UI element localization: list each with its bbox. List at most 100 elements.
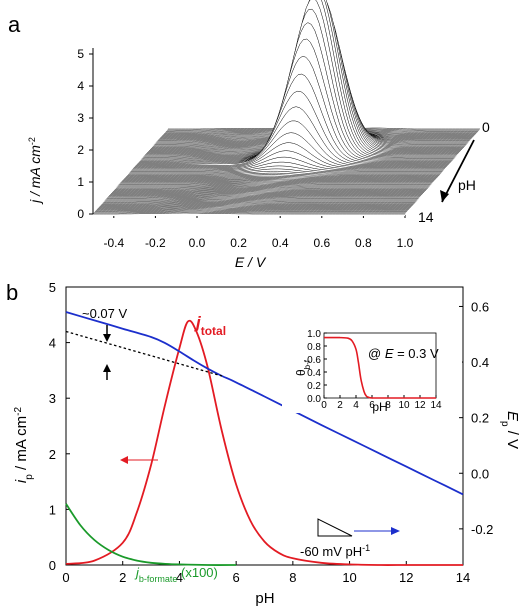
panel-a-curve [94, 210, 407, 213]
inset-x-tick-label: 12 [414, 400, 426, 411]
panel-b-yl-tick-label: 0 [49, 558, 56, 573]
inset-xlabel: pH [372, 400, 387, 414]
panel-b-yr-tick-label: 0.6 [471, 299, 489, 314]
panel-a-waterfall: 0 1 2 3 4 5 -0.4 -0.2 0.0 0.2 0.4 0.6 0.8 1.0 [77, 0, 480, 250]
ylabel-left-sub: p [24, 474, 35, 480]
panel-a-curve [130, 165, 442, 173]
panel-a-curve [136, 106, 449, 165]
panel-b-x-tick-label: 6 [233, 570, 240, 585]
panel-a-curve [100, 204, 413, 206]
red-axis-arrowhead [120, 456, 128, 464]
panel-a-z-start: 0 [482, 119, 490, 135]
panel-a-curve [118, 183, 431, 186]
panel-a-curve [139, 56, 452, 162]
panel-a-curve [95, 209, 408, 212]
panel-a-x-tick-label: 0.2 [230, 236, 247, 250]
panel-a-curve [126, 174, 439, 177]
panel-a-curve [124, 177, 437, 179]
panel-a-curve [129, 168, 442, 174]
panel-a-ylabel-sup: -2 [27, 137, 37, 145]
panel-a-ylabel: j / mA cm-2 [27, 137, 43, 205]
panel-a-ph-arrow [441, 139, 475, 203]
series-line-3 [65, 330, 223, 377]
panel-a-curve [131, 161, 443, 172]
panel-a-curve [98, 206, 411, 208]
panel-a-y-tick-label: 1 [77, 175, 84, 189]
inset-condition: @ E = 0.3 V [368, 346, 439, 361]
panel-a-curve [111, 192, 423, 194]
ylabel-left-sup: -2 [13, 406, 24, 415]
blue-axis-arrowhead [391, 527, 400, 535]
panel-a-x-tick-label: -0.2 [145, 236, 166, 250]
panel-b-ylabel-left: ip / mA cm-2 [13, 406, 35, 483]
ylabel-right-rest: / V [504, 427, 521, 450]
panel-a-curve [105, 198, 418, 201]
inset-x-tick-label: 8 [385, 400, 391, 411]
panel-a-curve [120, 181, 433, 184]
panel-b-yl-tick-label: 1 [49, 502, 56, 517]
panel-a-label: a [8, 12, 21, 37]
panel-b-x-tick-label: 2 [119, 570, 126, 585]
panel-a-curve [113, 189, 426, 191]
slope-label: -60 mV pH [300, 544, 362, 559]
inset-condition-prefix: @ [368, 346, 385, 361]
panel-b-label: b [6, 280, 18, 305]
panel-a-curve [137, 90, 450, 164]
panel-a-curve [115, 186, 428, 189]
inset-x-tick-label: 6 [369, 400, 375, 411]
panel-a-curve [96, 208, 409, 210]
inset-y-tick-label: 0.4 [307, 368, 321, 379]
panel-b-x-tick-label: 4 [176, 570, 183, 585]
jtotal-label-sub: total [201, 324, 226, 338]
panel-a-y-tick-label: 4 [77, 79, 84, 93]
panel-a-curve [119, 182, 432, 185]
ylabel-left-rest: / mA cm [13, 416, 30, 474]
panel-b-frame [65, 286, 464, 566]
panel-a-curve [138, 73, 451, 163]
panel-a-curve [93, 212, 405, 215]
panel-a-curve [104, 199, 417, 202]
jtotal-label-main: j [194, 313, 202, 332]
inset-y-tick-label: 0.6 [307, 355, 321, 366]
panel-a-curve [109, 194, 422, 196]
panel-a-curve [116, 185, 429, 188]
panel-a-zlabel: pH [458, 177, 476, 193]
panel-b-yr-tick-label: 0.4 [471, 355, 489, 370]
panel-a-curve [103, 200, 416, 203]
ylabel-left-main: i [13, 479, 30, 483]
panel-a-curve [140, 38, 453, 161]
panel-a-curve [135, 120, 448, 166]
panel-a-curve [107, 196, 420, 199]
slope-sup: -1 [362, 543, 370, 553]
jbformate-label: jb-formate (x100) [134, 565, 218, 584]
panel-a-curve [134, 132, 447, 167]
inset-x-tick-label: 14 [430, 400, 442, 411]
panel-a-curve [99, 205, 412, 207]
panel-a-curve [101, 203, 414, 205]
inset-x-tick-label: 0 [321, 400, 327, 411]
inset-curve [323, 336, 436, 399]
panel-a-xlabel: E / V [235, 254, 267, 270]
panel-a-curve [112, 191, 424, 193]
inset-y-tick-label: 0.0 [307, 394, 321, 405]
inset-x-tick-label: 4 [353, 400, 359, 411]
inset-y-tick-label: 1.0 [307, 329, 321, 340]
panel-a-x-tick-label: 1.0 [397, 236, 414, 250]
panel-a-curve [117, 184, 430, 187]
panel-b-x-tick-label: 0 [62, 570, 69, 585]
panel-a-x-tick-label: 0.4 [272, 236, 289, 250]
panel-a-curve [125, 175, 438, 178]
series-line-2 [65, 311, 464, 496]
panel-a-curve [122, 179, 435, 181]
ylabel-right-main: E [504, 411, 521, 422]
panel-b-x-tick-label: 14 [456, 570, 470, 585]
series-line-1 [65, 503, 237, 566]
gap-arrowhead-bottom [103, 364, 111, 372]
panel-b-yr-tick-label: 0.2 [471, 411, 489, 426]
panel-a-curve [128, 170, 441, 175]
inset-ylabel: θb-f [294, 359, 312, 376]
panel-a-curve [133, 142, 446, 168]
panel-b-yl-tick-label: 2 [49, 447, 56, 462]
panel-b-yl-tick-label: 5 [49, 280, 56, 295]
